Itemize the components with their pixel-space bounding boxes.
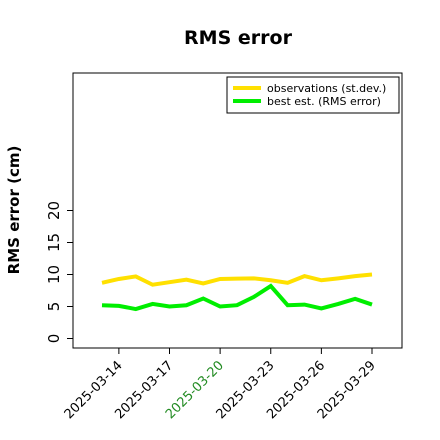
y-tick-label: 10 — [45, 265, 63, 284]
y-tick-label: 15 — [45, 233, 63, 252]
legend-box — [226, 76, 400, 114]
x-axis-ticks: 2025-03-142025-03-172025-03-202025-03-23… — [62, 348, 379, 422]
y-tick-label: 0 — [45, 334, 63, 344]
legend-label-best-est: best est. (RMS error) — [267, 95, 381, 108]
y-tick-label: 20 — [45, 201, 63, 220]
series-line-observations — [101, 272, 373, 287]
series-lines — [101, 272, 373, 312]
legend-label-observations: observations (st.dev.) — [267, 82, 386, 95]
y-axis-label: RMS error (cm) — [5, 146, 23, 275]
legend: observations (st.dev.) best est. (RMS er… — [226, 76, 400, 114]
y-tick-label: 5 — [45, 302, 63, 312]
chart-title: RMS error — [184, 27, 293, 49]
series-line-best-est — [101, 283, 373, 312]
y-axis-ticks: 0 5 10 15 20 — [45, 201, 73, 343]
